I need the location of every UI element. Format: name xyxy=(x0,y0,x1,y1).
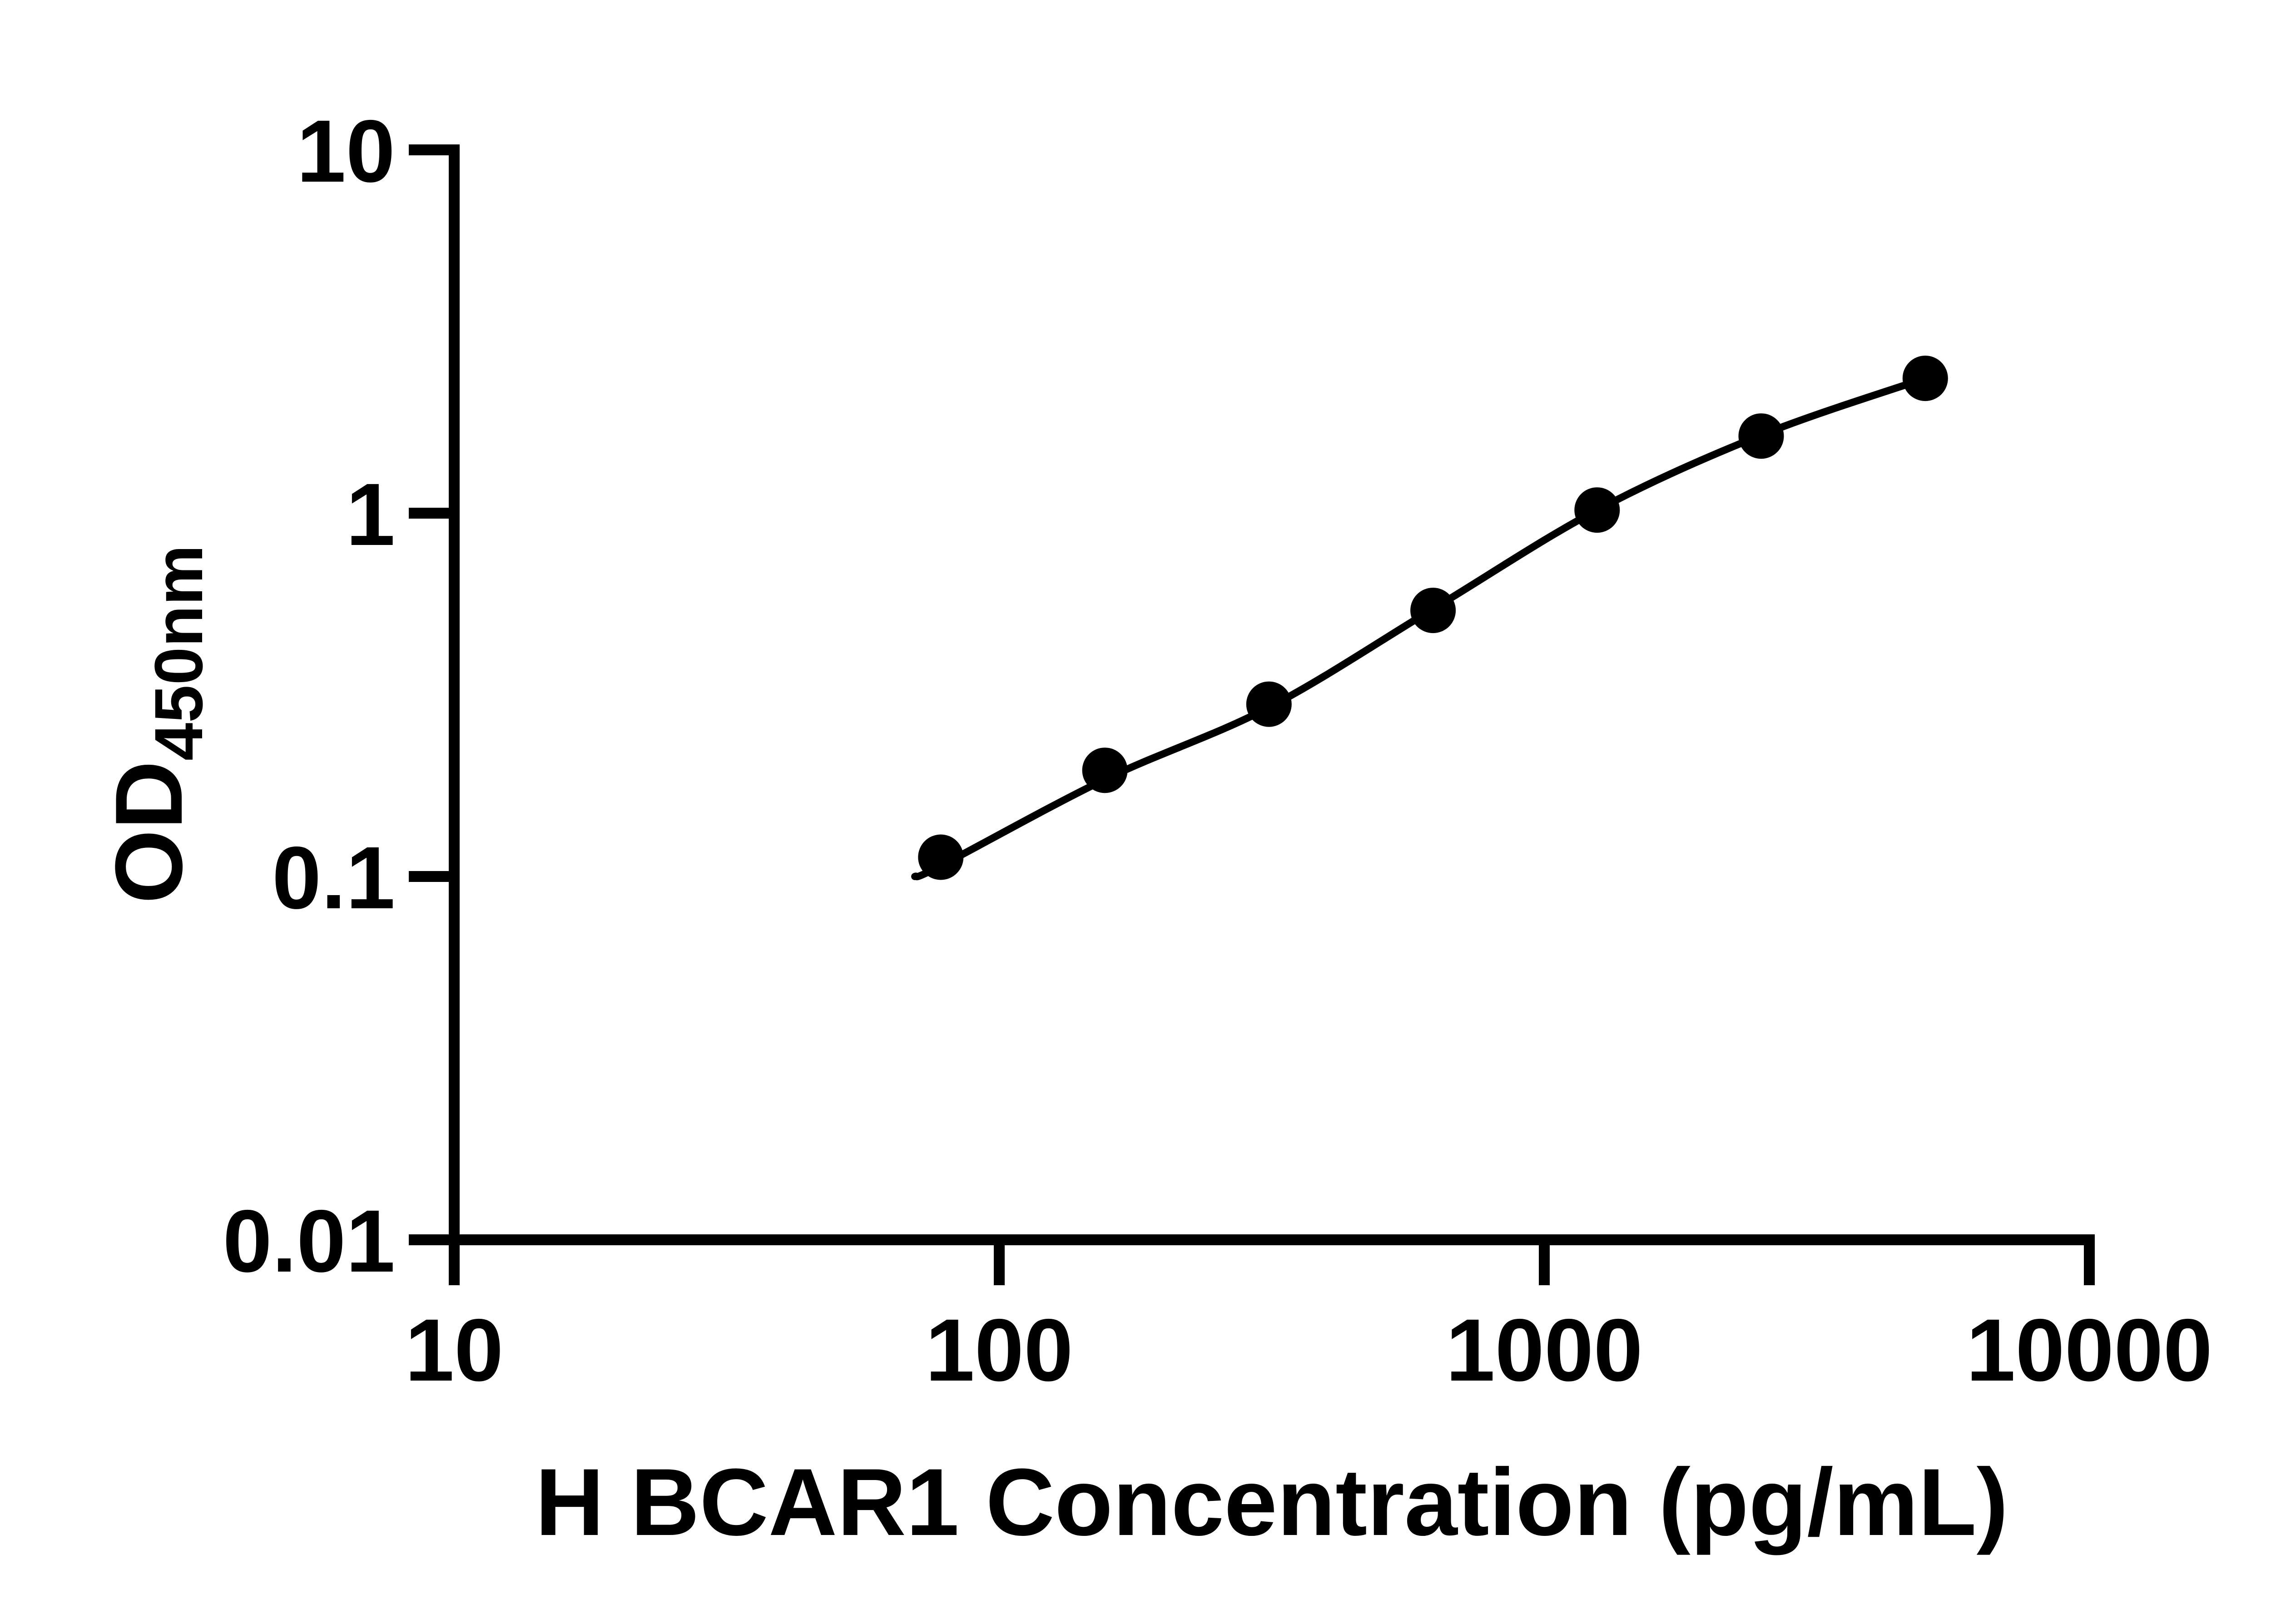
axis-ticks xyxy=(409,144,2095,1285)
data-point-2 xyxy=(1082,748,1128,793)
data-point-4 xyxy=(1410,588,1456,634)
data-point-3 xyxy=(1246,681,1292,727)
x-tick-label-10: 10 xyxy=(405,1301,504,1400)
x-axis-title: H BCAR1 Concentration (pg/mL) xyxy=(535,1449,2008,1555)
y-tick-label-0.1: 0.1 xyxy=(272,828,395,927)
y-tick-label-10: 10 xyxy=(297,102,395,201)
data-point-1 xyxy=(918,834,964,880)
data-points-group xyxy=(918,356,1948,880)
y-tick-label-1: 1 xyxy=(346,465,395,564)
x-tick-label-100: 100 xyxy=(925,1301,1073,1400)
x-tick-label-1000: 1000 xyxy=(1446,1301,1643,1400)
data-point-7 xyxy=(1902,356,1948,401)
x-tick-label-10000: 10000 xyxy=(1966,1301,2212,1400)
data-point-6 xyxy=(1738,413,1784,459)
axes xyxy=(449,144,2095,1245)
y-tick-label-0.01: 0.01 xyxy=(223,1192,395,1291)
y-axis-title: OD450nm xyxy=(95,545,217,904)
axis-tick-labels: 0.01 0.1 1 10 10 100 1000 10000 xyxy=(223,102,2212,1400)
data-point-5 xyxy=(1574,487,1620,533)
y-axis-title-subscript: 450nm xyxy=(140,545,217,761)
y-axis-title-main: OD xyxy=(95,761,202,904)
